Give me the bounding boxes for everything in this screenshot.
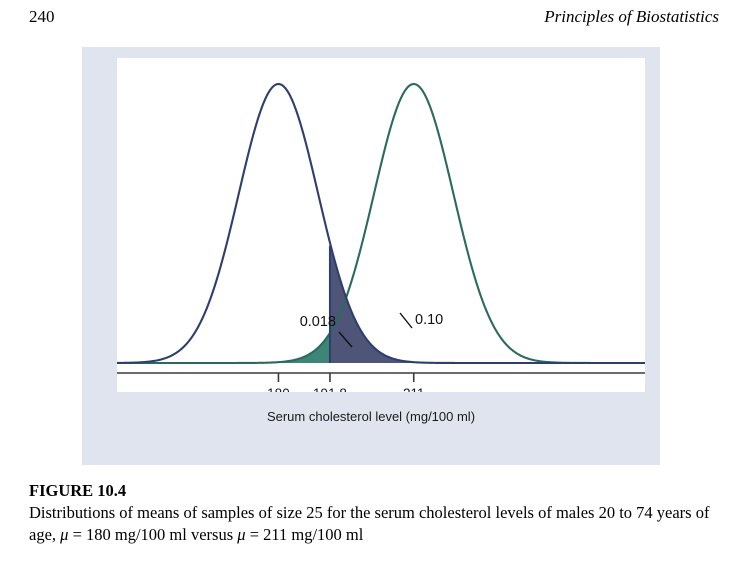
page-number: 240 [29,7,55,26]
tick-label-191-8: 191.8 [313,386,347,392]
x-axis-caption: Serum cholesterol level (mg/100 ml) [266,409,476,424]
blue-shaded-area [329,245,645,363]
green-shaded-area [117,333,330,363]
running-head: 240 Principles of Biostatistics [0,0,747,40]
tick-label-180: 180 [267,386,290,392]
caption-text-part2: = 180 mg/100 ml versus [68,525,238,544]
figure-panel: 180 191.8 211 0.018 0.10 Serum cholester… [82,47,660,465]
plot-area: 180 191.8 211 0.018 0.10 [117,58,645,392]
blue-distribution-curve [117,82,645,365]
leader-line-010 [399,312,413,329]
caption-text-part1: Distributions of means of samples of siz… [29,503,710,544]
distribution-plot-svg: 180 191.8 211 0.018 0.10 [117,82,645,392]
figure-caption-body: Distributions of means of samples of siz… [29,502,721,546]
annotation-label-0018: 0.018 [300,314,336,330]
figure-caption-title: FIGURE 10.4 [29,481,127,500]
green-distribution-curve [117,82,645,365]
caption-mu-symbol-2: μ [237,525,246,544]
leader-line-0018 [338,331,353,348]
book-title: Principles of Biostatistics [544,7,719,26]
figure-caption-block: FIGURE 10.4 Distributions of means of sa… [29,481,721,546]
annotation-label-010: 0.10 [415,312,443,328]
caption-text-part3: = 211 mg/100 ml [245,525,364,544]
tick-label-211: 211 [403,386,425,392]
caption-mu-symbol-1: μ [60,525,69,544]
